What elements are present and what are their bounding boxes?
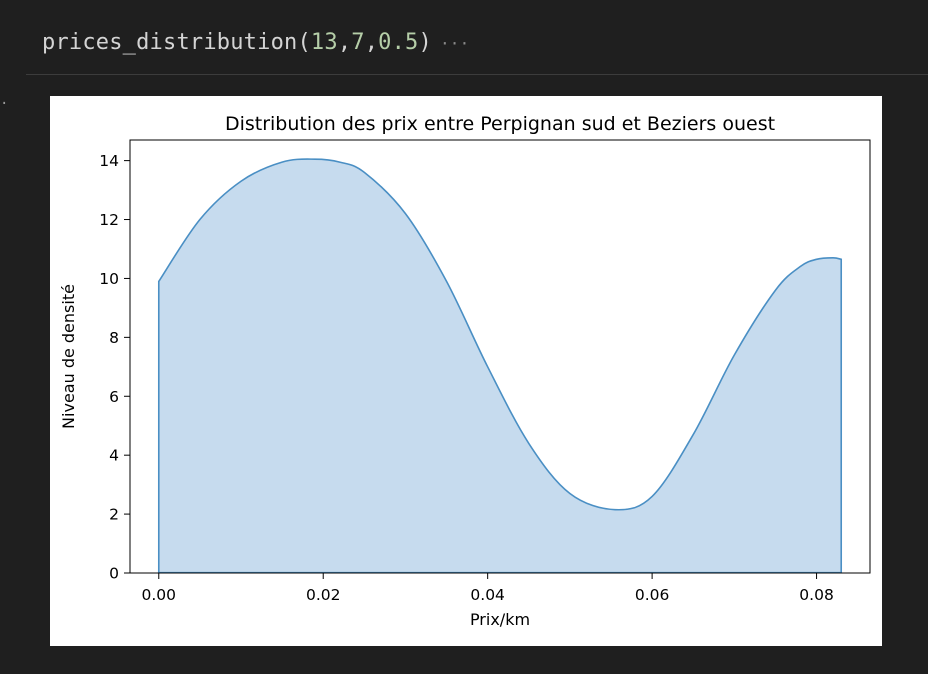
density-chart: Distribution des prix entre Perpignan su… [59, 113, 871, 629]
arg-2: 7 [351, 30, 365, 55]
x-axis-label: Prix/km [470, 610, 530, 629]
x-tick-label: 0.08 [799, 586, 834, 604]
close-paren: ) [418, 30, 432, 55]
x-tick-label: 0.00 [142, 586, 177, 604]
y-tick-label: 10 [99, 270, 119, 288]
chart-output: Distribution des prix entre Perpignan su… [50, 96, 882, 646]
y-tick-label: 2 [109, 506, 119, 524]
density-curve-line [157, 158, 843, 573]
comma-1: , [337, 30, 352, 55]
y-tick-label: 12 [99, 211, 119, 229]
y-axis-ticks: 0 2 4 6 8 10 12 14 [99, 152, 130, 583]
cell-divider [26, 74, 928, 75]
y-tick-label: 8 [109, 329, 119, 347]
plot-layer [157, 158, 843, 574]
y-axis-label: Niveau de densité [59, 284, 78, 429]
comma-2: , [364, 30, 379, 55]
chart-title: Distribution des prix entre Perpignan su… [225, 113, 775, 135]
x-tick-label: 0.06 [635, 586, 670, 604]
density-area-fill [158, 159, 842, 573]
x-axis-ticks: 0.00 0.02 0.04 0.06 0.08 [142, 573, 834, 604]
output-gutter-marker: · [0, 96, 9, 112]
code-input[interactable]: prices_distribution(13,7,0.5) ··· [42, 30, 469, 55]
function-name: prices_distribution [42, 30, 298, 55]
arg-3: 0.5 [378, 30, 419, 55]
y-tick-label: 0 [109, 565, 119, 583]
y-tick-label: 6 [109, 388, 119, 406]
open-paren: ( [297, 30, 311, 55]
x-tick-label: 0.04 [470, 586, 505, 604]
plot-frame [129, 139, 871, 574]
y-tick-label: 14 [99, 152, 119, 170]
arg-1: 13 [310, 30, 338, 55]
y-tick-label: 4 [109, 447, 119, 465]
more-actions-icon[interactable]: ··· [439, 33, 470, 53]
x-tick-label: 0.02 [306, 586, 341, 604]
